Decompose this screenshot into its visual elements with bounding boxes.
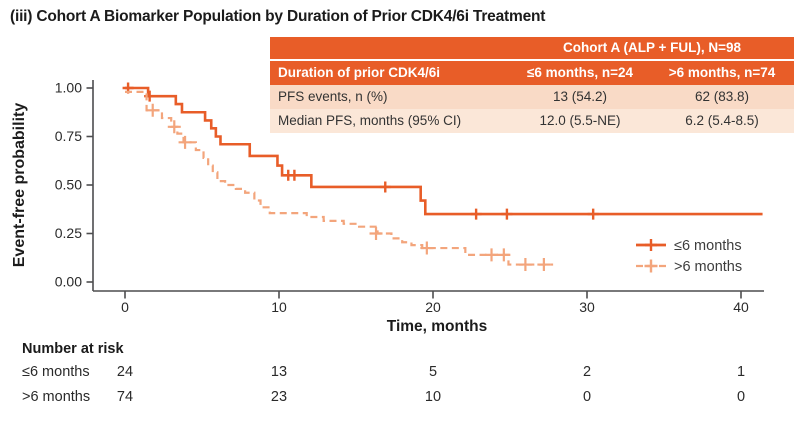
pfs-events-le6-value: 13 (54.2) [510, 85, 650, 109]
risk-count: 0 [736, 389, 746, 405]
x-tick-label: 30 [579, 299, 595, 315]
stats-table-cohort-header: Cohort A (ALP + FUL), N=98 [510, 37, 795, 61]
risk-count: 24 [116, 364, 134, 380]
censor-mark [644, 259, 658, 273]
median-pfs-le6-value: 12.0 (5.5-NE) [510, 109, 650, 133]
censor-mark [470, 208, 482, 220]
censor-mark [288, 169, 300, 181]
risk-count: 1 [736, 364, 746, 380]
risk-count: 5 [428, 364, 438, 380]
censor-mark [420, 241, 434, 255]
y-tick-label: 0.00 [55, 274, 82, 290]
km-curve-le6-months [125, 86, 763, 216]
risk-count: 23 [270, 389, 288, 405]
figure-title: (iii) Cohort A Biomarker Population by D… [10, 8, 546, 25]
censor-mark [587, 208, 599, 220]
risk-count: 10 [424, 389, 442, 405]
stats-table-median-pfs-row: Median PFS, months (95% CI) 12.0 (5.5-NE… [270, 109, 795, 133]
censor-mark [537, 258, 551, 272]
y-tick-label: 0.75 [55, 128, 82, 144]
censor-mark [167, 120, 181, 134]
stats-table-cohort-row: Cohort A (ALP + FUL), N=98 [270, 37, 795, 61]
risk-count: 13 [270, 364, 288, 380]
x-tick-label: 0 [121, 299, 129, 315]
stats-table-column-header-row: Duration of prior CDK4/6i ≤6 months, n=2… [270, 61, 795, 85]
stats-table-pfs-events-row: PFS events, n (%) 13 (54.2) 62 (83.8) [270, 85, 795, 109]
legend-item-label: ≤6 months [674, 238, 742, 254]
risk-row-le6-months: ≤6 months 24 13 5 2 1 [0, 364, 795, 384]
pfs-events-label: PFS events, n (%) [270, 85, 510, 109]
legend-item-label: >6 months [674, 259, 742, 275]
stats-table-duration-header: Duration of prior CDK4/6i [270, 61, 510, 85]
risk-row-label: ≤6 months [22, 364, 90, 380]
y-tick-label: 0.50 [55, 177, 82, 193]
risk-row-label: >6 months [22, 389, 91, 405]
risk-count: 0 [582, 389, 592, 405]
risk-row-gt6-months: >6 months 74 23 10 0 0 [0, 389, 795, 409]
number-at-risk-header: Number at risk [22, 341, 124, 357]
censor-mark [178, 135, 192, 149]
y-tick-label: 0.25 [55, 225, 82, 241]
km-curve-gt6-months [125, 90, 554, 266]
censor-mark [369, 227, 383, 240]
censor-mark [379, 181, 391, 193]
x-axis-title: Time, months [387, 318, 487, 335]
censor-mark [518, 258, 532, 272]
stats-table: Cohort A (ALP + FUL), N=98 Duration of p… [270, 37, 795, 133]
y-axis-title: Event-free probability [11, 103, 28, 268]
censor-mark [497, 248, 511, 262]
median-pfs-gt6-value: 6.2 (5.4-8.5) [650, 109, 795, 133]
risk-count: 2 [582, 364, 592, 380]
median-pfs-label: Median PFS, months (95% CI) [270, 109, 510, 133]
y-tick-label: 1.00 [55, 80, 82, 96]
censor-mark [645, 239, 657, 251]
censor-mark [485, 248, 499, 262]
stats-table-corner-cell [270, 37, 510, 61]
x-tick-label: 40 [733, 299, 749, 315]
stats-table-gt6-header: >6 months, n=74 [650, 61, 795, 85]
censor-mark [501, 208, 513, 220]
x-tick-label: 20 [425, 299, 441, 315]
censor-mark [146, 103, 160, 117]
x-tick-label: 10 [271, 299, 287, 315]
risk-count: 74 [116, 389, 134, 405]
stats-table-le6-header: ≤6 months, n=24 [510, 61, 650, 85]
pfs-events-gt6-value: 62 (83.8) [650, 85, 795, 109]
